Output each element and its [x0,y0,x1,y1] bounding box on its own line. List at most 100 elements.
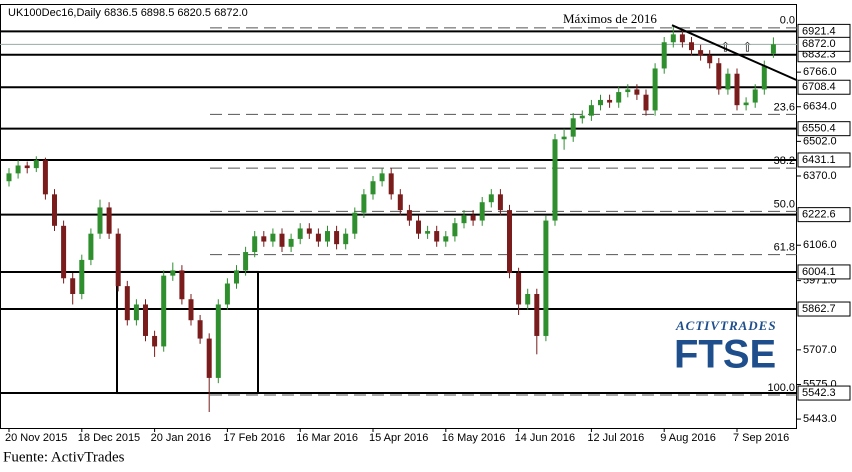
fib-label: 0.0 [780,15,795,27]
candle-body [443,236,449,242]
candle-body [325,231,330,242]
candle-body [370,181,376,195]
x-tick-label: 18 Dec 2015 [78,432,140,444]
candle-body [534,293,540,336]
y-tick-label: 6106.0 [803,239,837,251]
candle-body [124,286,130,321]
candle-body [752,89,758,103]
y-tick-label: 6502.0 [803,135,837,147]
candle-body [206,338,212,378]
candle-body [288,238,294,247]
candle-body [343,233,349,245]
chart-title: UK100Dec16,Daily 6836.5 6898.5 6820.5 68… [8,7,248,19]
logo-index: FTSE [674,333,776,377]
level-label-box [797,264,851,280]
level-label-box [797,121,851,137]
candle-body [6,173,12,182]
level-label: 6431.1 [802,154,836,166]
candle-body [616,92,622,103]
candle-body [70,278,76,294]
candle-body [434,231,440,242]
level-label: 6708.4 [802,81,836,93]
candle-body [24,165,30,169]
candle-body [679,34,685,43]
candle-body [634,89,640,95]
candle-body [525,293,531,305]
candle-body [598,99,603,106]
candle-body [243,252,249,271]
candle-body [279,233,285,247]
candle-body [334,231,340,245]
candle-body [297,228,303,239]
x-tick-label: 7 Sep 2016 [733,432,789,444]
level-label: 5542.3 [802,387,836,399]
candle-body [416,220,421,234]
y-tick-label: 5707.0 [803,344,837,356]
candle-body [607,99,613,103]
candle-body [306,228,312,234]
candle-body [570,118,576,137]
candle-body [479,202,485,221]
range-box [116,270,259,395]
level-label-box [797,79,851,95]
candle-body [579,115,585,119]
candle-body [652,68,658,111]
y-tick-label: 6634.0 [803,101,837,113]
level-label: 5862.7 [802,303,836,315]
x-tick-label: 17 Feb 2016 [223,432,285,444]
candle-body [188,299,194,321]
candle-body [79,259,85,294]
candle-body [543,220,549,336]
candle-body [725,73,731,90]
y-tick-label: 6766.0 [803,66,837,78]
candle-body [397,194,403,211]
x-tick-label: 16 May 2016 [442,432,506,444]
candle-body [552,139,558,221]
source: Fuente: ActivTrades [3,449,125,465]
x-tick-label: 20 Jan 2016 [151,432,212,444]
x-tick-label: 12 Jul 2016 [587,432,644,444]
candle-body [707,55,713,64]
candle-body [197,320,203,339]
level-label-box [797,301,851,317]
candle-body [106,207,112,234]
candle-body [452,223,458,237]
candle-body [52,194,57,226]
y-tick-label: 6370.0 [803,170,837,182]
level-label-box [797,207,851,223]
level-label: 6921.4 [802,25,836,37]
level-label-box [797,385,851,401]
candle-body [406,210,412,221]
fib-label: 38.2 [774,155,795,167]
x-tick-label: 16 Mar 2016 [296,432,358,444]
y-tick-label: 5443.0 [803,413,837,425]
arrow-icon: ⇧ [742,39,753,54]
fib-label: 23.6 [774,101,795,113]
candle-body [643,94,649,111]
candle-body [315,233,321,242]
x-tick-label: 20 Nov 2015 [5,432,67,444]
candle-body [61,225,67,279]
candle-body [425,231,431,234]
plot-frame [0,4,797,429]
level-label: 6872.0 [802,38,836,50]
candle-body [488,194,494,203]
logo-brand: ActivTrades [675,318,777,333]
candle-body [215,304,221,378]
fib-label: 50.0 [774,198,795,210]
x-tick-label: 14 Jun 2016 [515,432,576,444]
x-tick-label: 9 Aug 2016 [660,432,716,444]
candle-body [15,165,21,174]
candle-body [625,89,631,93]
level-label-box [797,152,851,168]
candle-body [115,233,121,287]
candle-body [379,173,385,182]
candle-body [361,194,367,213]
candle-body [352,212,358,234]
candle-body [143,304,148,336]
candle-body [161,275,167,347]
logo: ActivTrades FTSE [674,318,777,377]
candle-body [97,207,103,234]
